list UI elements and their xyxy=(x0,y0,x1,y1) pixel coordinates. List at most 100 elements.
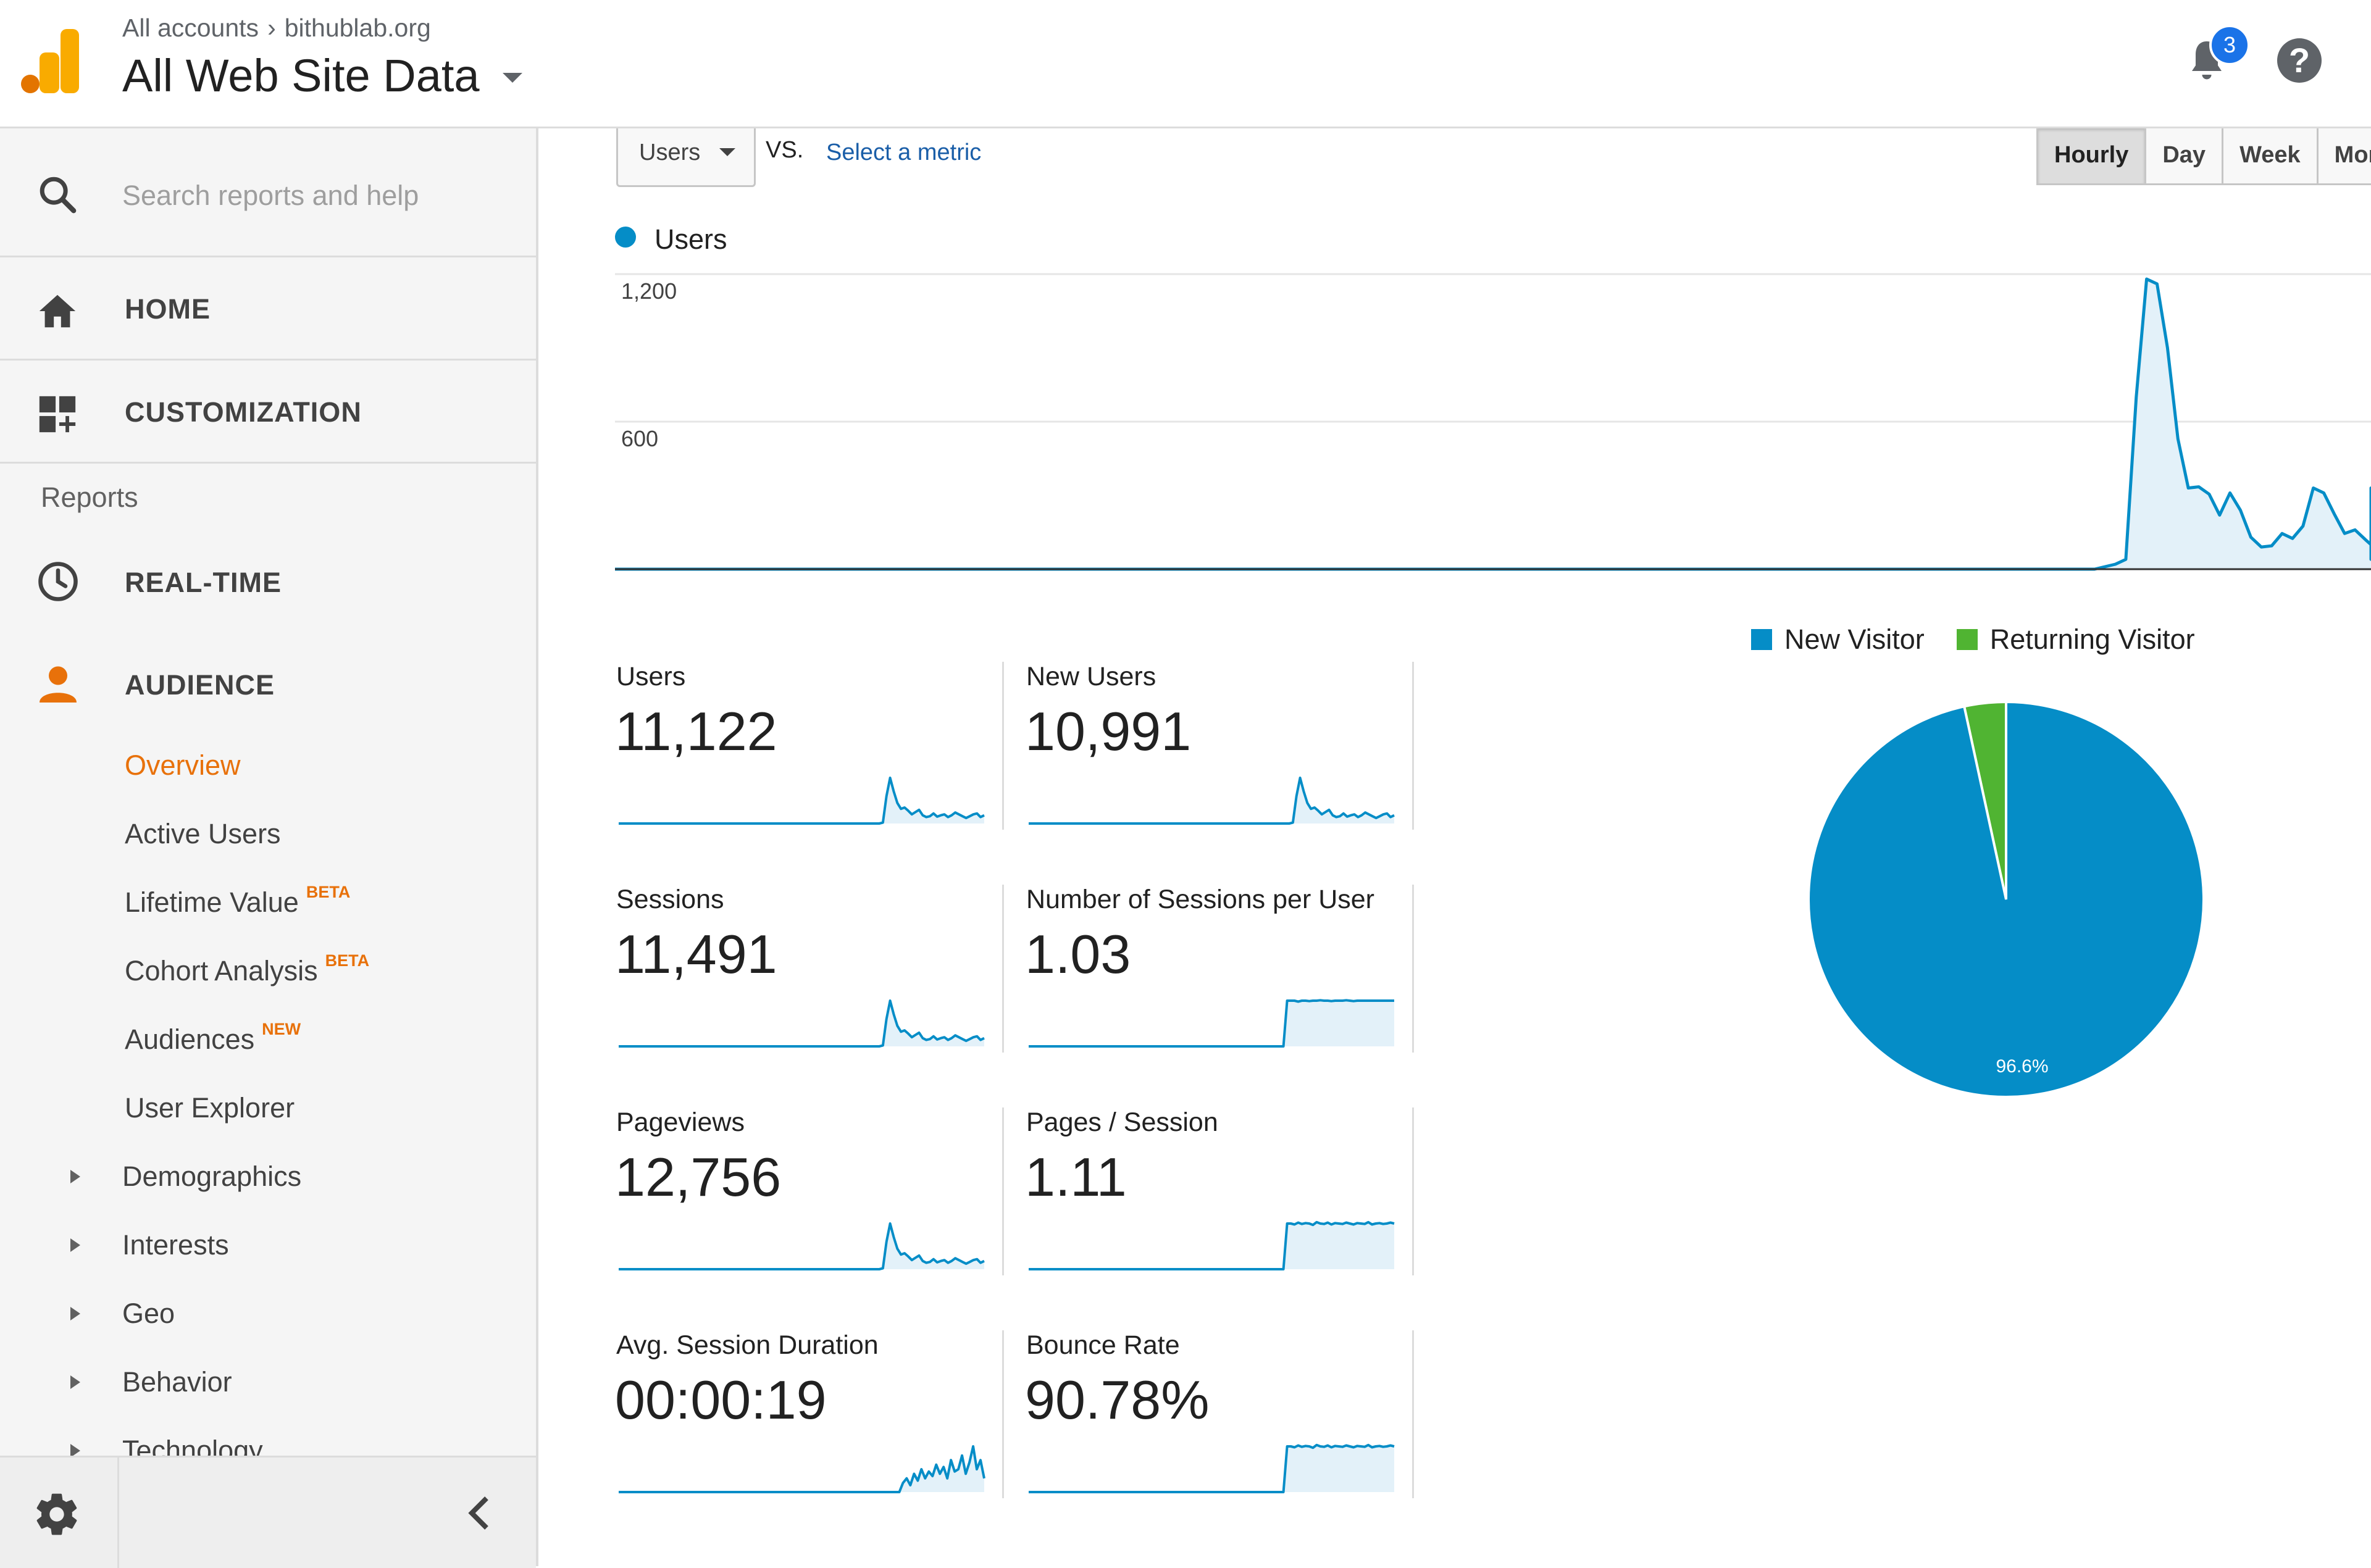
card-divider xyxy=(1002,662,1004,830)
nav-realtime-label: REAL-TIME xyxy=(125,567,282,598)
vs-label: VS. xyxy=(766,137,804,163)
range-day-button[interactable]: Day xyxy=(2146,128,2224,185)
scorecard-avg-session-duration[interactable]: Avg. Session Duration 00:00:19 xyxy=(615,1330,1004,1498)
notification-badge[interactable]: 3 xyxy=(2209,25,2250,65)
breadcrumb-all-accounts[interactable]: All accounts xyxy=(122,14,259,42)
audience-lifetime-value[interactable]: Lifetime Value BETA xyxy=(125,883,351,919)
scorecard-pageviews[interactable]: Pageviews 12,756 xyxy=(615,1107,1004,1275)
x-tick-label: Jun 5 xyxy=(1838,577,1892,579)
audience-cohort-analysis[interactable]: Cohort Analysis BETA xyxy=(125,951,369,987)
select-metric-link[interactable]: Select a metric xyxy=(826,140,982,165)
sparkline-fill xyxy=(1029,1222,1394,1269)
scorecard-title: Bounce Rate xyxy=(1026,1330,1180,1360)
scorecard-value: 90.78% xyxy=(1025,1369,1210,1430)
gear-icon[interactable] xyxy=(32,1490,82,1539)
person-icon xyxy=(40,666,77,703)
expand-arrow-icon[interactable] xyxy=(70,1170,80,1183)
legend-returning-visitor: Returning Visitor xyxy=(1989,623,2195,655)
legend-returning-visitor-swatch xyxy=(1956,629,1978,650)
scorecard-sessions[interactable]: Sessions 11,491 xyxy=(615,885,1004,1053)
scorecard-users[interactable]: Users 11,122 xyxy=(615,662,1004,830)
breadcrumb-property[interactable]: bithublab.org xyxy=(284,14,431,42)
card-divider xyxy=(1412,885,1414,1053)
scorecard-bounce-rate[interactable]: Bounce Rate 90.78% xyxy=(1025,1330,1414,1498)
audience-active-users-label: Active Users xyxy=(125,818,281,849)
legend-new-visitor: New Visitor xyxy=(1784,623,1925,655)
expand-arrow-icon[interactable] xyxy=(70,1375,80,1389)
new-badge: NEW xyxy=(262,1020,301,1038)
main-content: Users VS. Select a metric Hourly Day Wee… xyxy=(572,128,2371,1566)
legend-users-label: Users xyxy=(654,223,727,255)
analytics-logo[interactable] xyxy=(21,28,80,93)
sparkline xyxy=(619,1222,985,1270)
scorecard-pages-per-session[interactable]: Pages / Session 1.11 xyxy=(1025,1107,1414,1275)
chevron-left-icon[interactable] xyxy=(467,1496,491,1530)
audience-overview[interactable]: Overview xyxy=(125,749,241,782)
reports-section-label: Reports xyxy=(41,482,138,513)
audience-active-users[interactable]: Active Users xyxy=(125,818,281,850)
metric-dropdown[interactable]: Users xyxy=(616,128,756,187)
nav-realtime[interactable]: REAL-TIME xyxy=(0,541,536,615)
beta-badge: BETA xyxy=(306,883,351,901)
search-icon[interactable] xyxy=(36,173,79,216)
scorecard-value: 1.11 xyxy=(1025,1146,1127,1207)
pie-slice-new-visitor[interactable] xyxy=(1807,700,2205,1098)
x-tick-label: Jun 4 xyxy=(1588,577,1642,579)
sidebar-search xyxy=(0,128,536,257)
nav-audience[interactable]: AUDIENCE xyxy=(0,643,536,717)
scorecard-sessions-per-user[interactable]: Number of Sessions per User 1.03 xyxy=(1025,885,1414,1053)
x-tick-label: Jun 3 xyxy=(1338,577,1392,579)
tree-demographics[interactable]: Demographics xyxy=(122,1161,302,1192)
sparkline xyxy=(1029,999,1394,1048)
sparkline-line xyxy=(619,777,985,825)
breadcrumb: All accounts › bithublab.org xyxy=(122,14,431,43)
caret-down-icon[interactable] xyxy=(503,73,522,83)
nav-home-label: HOME xyxy=(125,293,211,325)
audience-cohort-analysis-label: Cohort Analysis xyxy=(125,955,318,986)
expand-arrow-icon[interactable] xyxy=(70,1238,80,1252)
home-icon xyxy=(39,294,76,328)
search-input[interactable] xyxy=(121,177,506,215)
range-month-button[interactable]: Mont xyxy=(2318,128,2371,185)
tree-behavior[interactable]: Behavior xyxy=(122,1366,232,1398)
sparkline xyxy=(1029,1443,1395,1493)
scorecard-title: New Users xyxy=(1026,662,1156,691)
expand-arrow-icon[interactable] xyxy=(70,1444,80,1457)
audience-audiences[interactable]: Audiences NEW xyxy=(125,1020,301,1056)
users-line-chart[interactable]: 1,200 600 Jun 1 Jun 2 Jun 3 Jun 4 Jun 5 Jun 6 xyxy=(615,258,2371,579)
sparkline-line xyxy=(1029,999,1394,1048)
nav-home[interactable]: HOME xyxy=(0,257,536,361)
scorecard-new-users[interactable]: New Users 10,991 xyxy=(1025,662,1414,830)
card-divider xyxy=(1002,1330,1004,1498)
help-icon[interactable]: ? xyxy=(2277,38,2322,83)
range-week-button[interactable]: Week xyxy=(2223,128,2319,185)
users-area-fill xyxy=(615,279,2371,569)
audience-lifetime-value-label: Lifetime Value xyxy=(125,886,299,918)
audience-user-explorer[interactable]: User Explorer xyxy=(125,1092,295,1124)
card-divider xyxy=(1412,662,1414,830)
scorecard-title: Pageviews xyxy=(616,1107,745,1137)
scorecard-value: 10,991 xyxy=(1025,701,1192,762)
sparkline-line xyxy=(1029,777,1395,825)
view-selector[interactable]: All Web Site Data xyxy=(122,50,480,101)
visitor-pie-chart[interactable]: 96.6% xyxy=(1794,688,2218,1111)
caret-down-icon xyxy=(719,148,735,156)
scorecard-title: Number of Sessions per User xyxy=(1026,885,1374,914)
sparkline-line xyxy=(619,1445,985,1493)
range-hourly-button[interactable]: Hourly xyxy=(2036,128,2147,185)
sidebar: HOME CUSTOMIZATION Reports REAL-TIME AUD… xyxy=(0,128,538,1568)
tree-interests[interactable]: Interests xyxy=(122,1229,229,1261)
scorecard-value: 12,756 xyxy=(615,1146,782,1207)
sparkline xyxy=(1029,1220,1395,1270)
chevron-right-icon: › xyxy=(267,14,276,42)
sparkline-line xyxy=(619,1222,985,1270)
scorecard-title: Users xyxy=(616,662,686,691)
nav-customization[interactable]: CUSTOMIZATION xyxy=(0,361,536,464)
scorecard-title: Pages / Session xyxy=(1026,1107,1218,1137)
expand-arrow-icon[interactable] xyxy=(70,1307,80,1320)
tree-geo[interactable]: Geo xyxy=(122,1298,175,1329)
audience-user-explorer-label: User Explorer xyxy=(125,1092,295,1124)
audience-overview-label: Overview xyxy=(125,749,241,781)
beta-badge: BETA xyxy=(325,951,370,970)
sparkline-line xyxy=(1029,1220,1395,1270)
